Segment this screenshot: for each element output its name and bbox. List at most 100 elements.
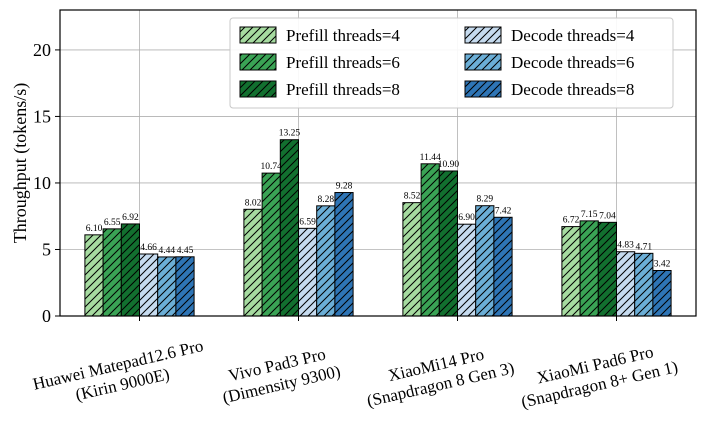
data-label: 4.45 <box>177 246 194 256</box>
bar <box>298 227 318 317</box>
legend-item: Prefill threads=6 <box>239 53 400 72</box>
x-tick-label: XiaoMi Pad6 Pro(Snapdragon 8+ Gen 1) <box>515 338 680 412</box>
bar <box>457 223 477 317</box>
legend-swatch-hatch <box>464 53 502 71</box>
data-label: 8.02 <box>245 198 262 208</box>
data-label: 4.44 <box>158 246 175 256</box>
data-label: 11.44 <box>420 153 441 163</box>
bar <box>279 139 299 317</box>
bar <box>316 205 336 317</box>
bars-layer <box>84 139 672 317</box>
bar-hatch <box>157 256 177 317</box>
legend-label: Decode threads=6 <box>511 53 634 72</box>
data-labels-layer: 6.10 8.02 8.52 6.72 6.55 10.74 11.44 7.15 6.92 13… <box>86 129 671 270</box>
bar-hatch <box>298 227 318 317</box>
bar <box>475 205 495 317</box>
bar-hatch <box>561 226 581 317</box>
data-label: 4.66 <box>140 243 157 253</box>
data-label: 8.28 <box>317 195 334 205</box>
bar <box>157 256 177 317</box>
bar <box>175 256 195 317</box>
bar <box>597 221 617 317</box>
data-label: 4.71 <box>635 242 652 252</box>
bar-hatch <box>139 253 159 317</box>
data-label: 6.72 <box>563 216 580 226</box>
legend-frame <box>229 17 674 109</box>
bar-hatch <box>579 220 599 317</box>
x-tick-label: XiaoMi14 Pro(Snapdragon 8 Gen 3) <box>361 339 517 411</box>
legend-label: Decode threads=8 <box>511 80 634 99</box>
data-label: 8.52 <box>404 192 421 202</box>
data-label: 10.90 <box>438 160 460 170</box>
bar <box>334 192 354 317</box>
bar <box>120 223 141 317</box>
y-axis-title: Throughput (tokens/s) <box>10 83 31 243</box>
data-label: 7.15 <box>581 210 598 220</box>
legend-item: Decode threads=4 <box>464 26 635 45</box>
data-label: 13.25 <box>279 129 301 139</box>
y-tick-label: 5 <box>42 239 51 259</box>
legend-swatch-hatch <box>464 80 502 98</box>
bar <box>438 170 458 317</box>
data-label: 6.90 <box>458 213 475 223</box>
bar-hatch <box>84 234 104 317</box>
bar-hatch <box>475 205 495 317</box>
bar-hatch <box>261 172 281 317</box>
x-tick-label: Huawei Matepad12.6 Pro(Kirin 9000E) <box>31 336 210 413</box>
bar-hatch <box>634 252 654 317</box>
data-label: 7.42 <box>495 206 512 216</box>
data-label: 6.92 <box>122 213 139 223</box>
data-label: 3.42 <box>654 259 671 269</box>
bar-hatch <box>616 251 636 317</box>
bar <box>402 202 422 317</box>
bar-hatch <box>652 269 672 317</box>
bar-hatch <box>316 205 336 317</box>
bar-hatch <box>102 228 122 317</box>
legend-label: Prefill threads=6 <box>286 53 400 72</box>
bar <box>243 208 263 317</box>
data-label: 7.04 <box>599 211 616 221</box>
legend-swatch-hatch <box>464 26 502 44</box>
y-tick-label: 0 <box>42 306 51 326</box>
bar <box>634 252 654 317</box>
plot-frame <box>59 9 697 317</box>
bar-hatch <box>175 256 195 317</box>
bar-hatch <box>334 192 354 317</box>
data-label: 6.55 <box>104 218 121 228</box>
legend-item: Prefill threads=4 <box>239 26 400 45</box>
bar <box>579 220 599 317</box>
bar-hatch <box>493 216 513 317</box>
legend-label: Prefill threads=4 <box>286 26 400 45</box>
legend-item: Decode threads=8 <box>464 80 634 99</box>
legend-label: Decode threads=4 <box>511 26 635 45</box>
bar <box>261 172 281 317</box>
bar <box>139 253 159 317</box>
bar-hatch <box>243 208 263 317</box>
bar-hatch <box>279 139 299 317</box>
data-label: 4.83 <box>617 241 634 251</box>
bar <box>420 163 440 317</box>
bar <box>102 228 122 317</box>
legend-label: Prefill threads=8 <box>286 80 400 99</box>
y-tick-label: 20 <box>33 40 51 60</box>
data-label: 6.10 <box>86 224 103 234</box>
bar <box>561 226 581 317</box>
bar <box>652 269 672 317</box>
bar <box>84 234 104 317</box>
bar-hatch <box>438 170 458 317</box>
bar <box>616 251 636 317</box>
x-tick-label: Vivo Pad3 Pro(Dimensity 9300) <box>216 342 342 407</box>
data-label: 9.28 <box>336 182 353 192</box>
bar-hatch <box>420 163 440 317</box>
data-label: 10.74 <box>261 162 283 172</box>
bar <box>493 216 513 317</box>
legend-swatch-hatch <box>239 80 277 98</box>
bar-hatch <box>402 202 422 317</box>
legend-swatch-hatch <box>239 53 277 71</box>
legend-swatch-hatch <box>239 26 277 44</box>
legend-item: Decode threads=6 <box>464 53 634 72</box>
bar-hatch <box>597 221 617 317</box>
y-tick-label: 15 <box>33 106 51 126</box>
bar-hatch <box>120 223 141 317</box>
